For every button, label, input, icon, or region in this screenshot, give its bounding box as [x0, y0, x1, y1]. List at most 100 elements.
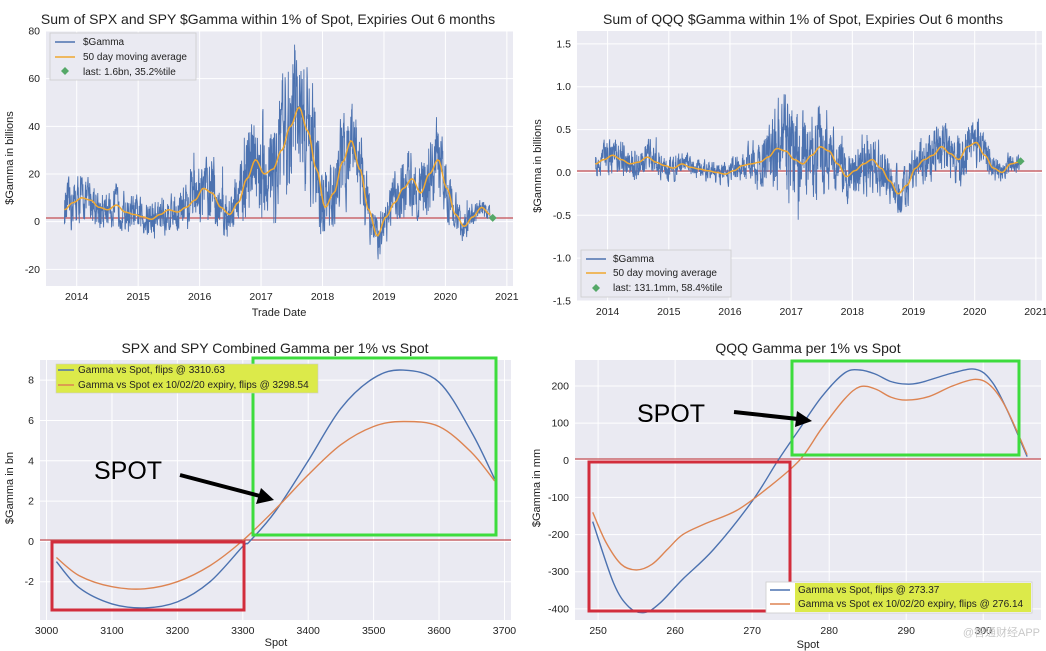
- x-tick-label: 250: [589, 625, 607, 637]
- y-tick-labels: -20 0 20 40 60 80: [25, 26, 40, 276]
- y-tick-label: 1.5: [556, 38, 571, 50]
- x-tick-labels: 3000 3100 3200 3300 3400 3500 3600 3700: [35, 625, 516, 637]
- chart-spx-gamma-history: Sum of SPX and SPY $Gamma within 1% of S…: [4, 11, 519, 319]
- x-tick-label: 3400: [297, 625, 321, 637]
- x-axis-label: Trade Date: [252, 307, 307, 319]
- y-tick-label: -2: [25, 576, 34, 588]
- legend-entry: Gamma vs Spot, flips @ 273.37: [798, 585, 940, 596]
- y-tick-label: 100: [551, 418, 569, 430]
- x-axis-label: Spot: [265, 637, 288, 649]
- y-tick-labels: -2 0 2 4 6 8: [25, 375, 35, 589]
- x-tick-label: 2018: [311, 291, 335, 303]
- y-axis-label: $Gamma in mm: [531, 449, 543, 527]
- chart-title: SPX and SPY Combined Gamma per 1% vs Spo…: [121, 340, 428, 356]
- y-tick-label: 20: [28, 168, 40, 180]
- legend-entry: Gamma vs Spot ex 10/02/20 expiry, flips …: [798, 599, 1024, 610]
- x-tick-label: 3300: [231, 625, 255, 637]
- legend-entry: Gamma vs Spot ex 10/02/20 expiry, flips …: [78, 380, 309, 391]
- x-tick-label: 2015: [657, 306, 681, 318]
- x-tick-label: 2021: [1024, 306, 1046, 318]
- x-tick-label: 2014: [65, 291, 89, 303]
- y-tick-label: -100: [548, 492, 569, 504]
- spot-annotation: SPOT: [94, 457, 162, 485]
- y-tick-label: 8: [28, 375, 34, 387]
- x-tick-label: 260: [666, 625, 684, 637]
- y-axis-label: $Gamma in bn: [4, 452, 16, 524]
- x-tick-label: 280: [820, 625, 838, 637]
- gamma-series-line: [63, 44, 491, 260]
- positive-gamma-box: [790, 359, 1021, 457]
- legend-entry: Gamma vs Spot, flips @ 3310.63: [78, 365, 225, 376]
- y-tick-label: -1.5: [553, 296, 571, 308]
- x-tick-label: 2020: [963, 306, 987, 318]
- y-tick-label: 200: [551, 381, 569, 393]
- x-tick-label: 2014: [596, 306, 620, 318]
- last-point-marker: [488, 213, 497, 222]
- chart-title: Sum of QQQ $Gamma within 1% of Spot, Exp…: [603, 11, 1003, 27]
- x-tick-label: 2020: [434, 291, 458, 303]
- y-tick-label: -1.0: [553, 253, 571, 265]
- x-tick-label: 3100: [100, 625, 124, 637]
- y-axis-label: $Gamma in billions: [4, 111, 16, 205]
- x-tick-label: 2017: [249, 291, 273, 303]
- x-tick-label: 2019: [902, 306, 926, 318]
- x-tick-label: 290: [897, 625, 915, 637]
- y-tick-label: 2: [28, 496, 34, 508]
- plot-area: [40, 360, 511, 620]
- y-tick-label: 4: [28, 455, 34, 467]
- y-tick-label: 6: [28, 415, 34, 427]
- legend: Gamma vs Spot, flips @ 3310.63 Gamma vs …: [55, 363, 319, 394]
- spot-annotation: SPOT: [637, 400, 705, 428]
- negative-gamma-box: [587, 460, 792, 613]
- gamma-vs-spot-ex-expiry-line: [592, 378, 1028, 571]
- y-tick-label: -0.5: [553, 210, 571, 222]
- legend: Gamma vs Spot, flips @ 273.37 Gamma vs S…: [765, 581, 1033, 614]
- x-tick-label: 3700: [493, 625, 517, 637]
- x-tick-label: 2021: [495, 291, 519, 303]
- x-tick-label: 2016: [188, 291, 212, 303]
- y-tick-label: 80: [28, 26, 40, 38]
- legend-entry: 50 day moving average: [83, 52, 187, 63]
- x-axis-label: Spot: [797, 639, 820, 651]
- positive-gamma-box: [251, 356, 498, 537]
- x-tick-label: 2017: [779, 306, 803, 318]
- chart-spx-gamma-vs-spot: SPX and SPY Combined Gamma per 1% vs Spo…: [4, 340, 516, 649]
- x-tick-label: 2019: [372, 291, 396, 303]
- x-tick-label: 2018: [841, 306, 865, 318]
- x-tick-label: 270: [743, 625, 761, 637]
- y-tick-label: 0: [34, 216, 40, 228]
- legend-entry: last: 131.1mm, 58.4%tile: [613, 283, 723, 294]
- x-tick-label: 2015: [126, 291, 150, 303]
- y-tick-label: -200: [548, 529, 569, 541]
- y-tick-label: -20: [25, 264, 40, 276]
- spot-arrow: [179, 473, 274, 504]
- legend-entry: last: 1.6bn, 35.2%tile: [83, 67, 176, 78]
- legend-entry: $Gamma: [613, 254, 655, 265]
- moving-average-line: [64, 106, 491, 237]
- gamma-vs-spot-ex-expiry-line: [55, 420, 496, 590]
- y-tick-labels: -400 -300 -200 -100 0 100 200: [548, 381, 569, 616]
- x-tick-label: 300: [974, 625, 992, 637]
- y-tick-label: 1.0: [556, 81, 571, 93]
- gamma-vs-spot-line: [55, 369, 496, 609]
- negative-gamma-box: [50, 540, 246, 612]
- legend: $Gamma 50 day moving average last: 131.1…: [580, 249, 732, 298]
- y-tick-label: -400: [548, 603, 569, 615]
- moving-average-line: [595, 141, 1020, 195]
- y-tick-label: 0: [28, 536, 34, 548]
- legend-swatch-last: [61, 67, 69, 75]
- x-tick-label: 3500: [362, 625, 386, 637]
- y-tick-label: 0.0: [556, 167, 571, 179]
- x-tick-labels: 2014 2015 2016 2017 2018 2019 2020 2021: [65, 291, 519, 303]
- y-tick-label: -300: [548, 566, 569, 578]
- y-tick-label: 0: [563, 455, 569, 467]
- plot-area: [575, 360, 1041, 620]
- x-tick-labels: 2014 2015 2016 2017 2018 2019 2020 2021: [596, 306, 1046, 318]
- chart-qqq-gamma-history: Sum of QQQ $Gamma within 1% of Spot, Exp…: [532, 11, 1046, 318]
- y-tick-label: 0.5: [556, 124, 571, 136]
- chart-title: Sum of SPX and SPY $Gamma within 1% of S…: [41, 11, 495, 27]
- y-tick-label: 60: [28, 73, 40, 85]
- spot-arrow: [733, 410, 812, 427]
- y-axis-label: $Gamma in billions: [532, 119, 544, 213]
- last-point-marker: [1016, 157, 1025, 166]
